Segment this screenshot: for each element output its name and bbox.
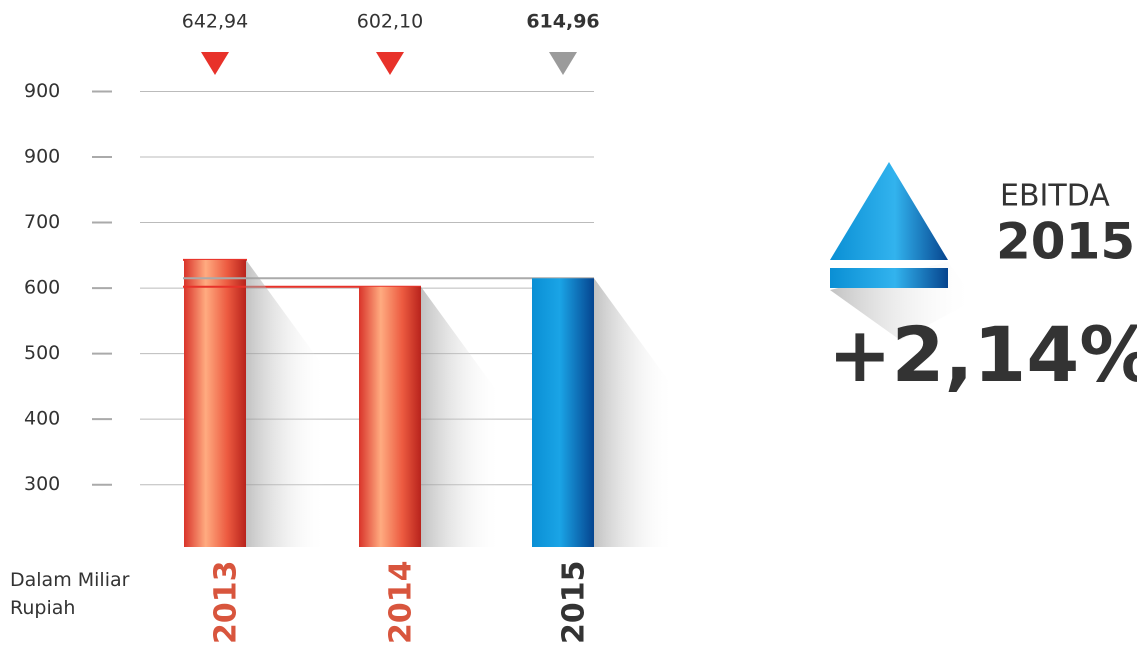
bar	[184, 259, 246, 547]
value-marker	[376, 52, 404, 75]
x-tick-group: 2014	[384, 561, 419, 645]
x-tick-label: 2013	[209, 561, 244, 645]
x-tick-label: 2014	[384, 561, 419, 645]
value-label: 602,10	[357, 11, 423, 33]
annotation-year: 2015	[996, 213, 1135, 271]
bar	[359, 286, 421, 547]
value-label: 614,96	[526, 11, 599, 33]
axis-label: Dalam Miliar Rupiah	[10, 569, 130, 619]
annotation-change: +2,14%	[828, 310, 1137, 399]
bar	[532, 278, 594, 547]
bar-shadow	[421, 286, 501, 547]
bar-shadow	[246, 259, 326, 547]
y-tick-label: 700	[24, 211, 60, 233]
up-triangle-icon	[830, 162, 948, 260]
y-tick-label: 300	[24, 473, 60, 495]
value-label: 642,94	[182, 11, 248, 33]
y-tick-label: 500	[24, 342, 60, 364]
y-tick-label: 400	[24, 408, 60, 430]
y-tick-label: 900	[24, 80, 60, 102]
x-tick-group: 2013	[209, 561, 244, 645]
icon-base	[830, 268, 948, 288]
y-tick-label: 600	[24, 277, 60, 299]
annotation-label: EBITDA	[1000, 179, 1110, 214]
x-tick-label: 2015	[557, 561, 592, 645]
y-tick-label: 900	[24, 145, 60, 167]
value-marker	[201, 52, 229, 75]
bar-shadow	[594, 278, 674, 547]
value-marker	[549, 52, 577, 75]
x-tick-group: 2015	[557, 561, 592, 645]
